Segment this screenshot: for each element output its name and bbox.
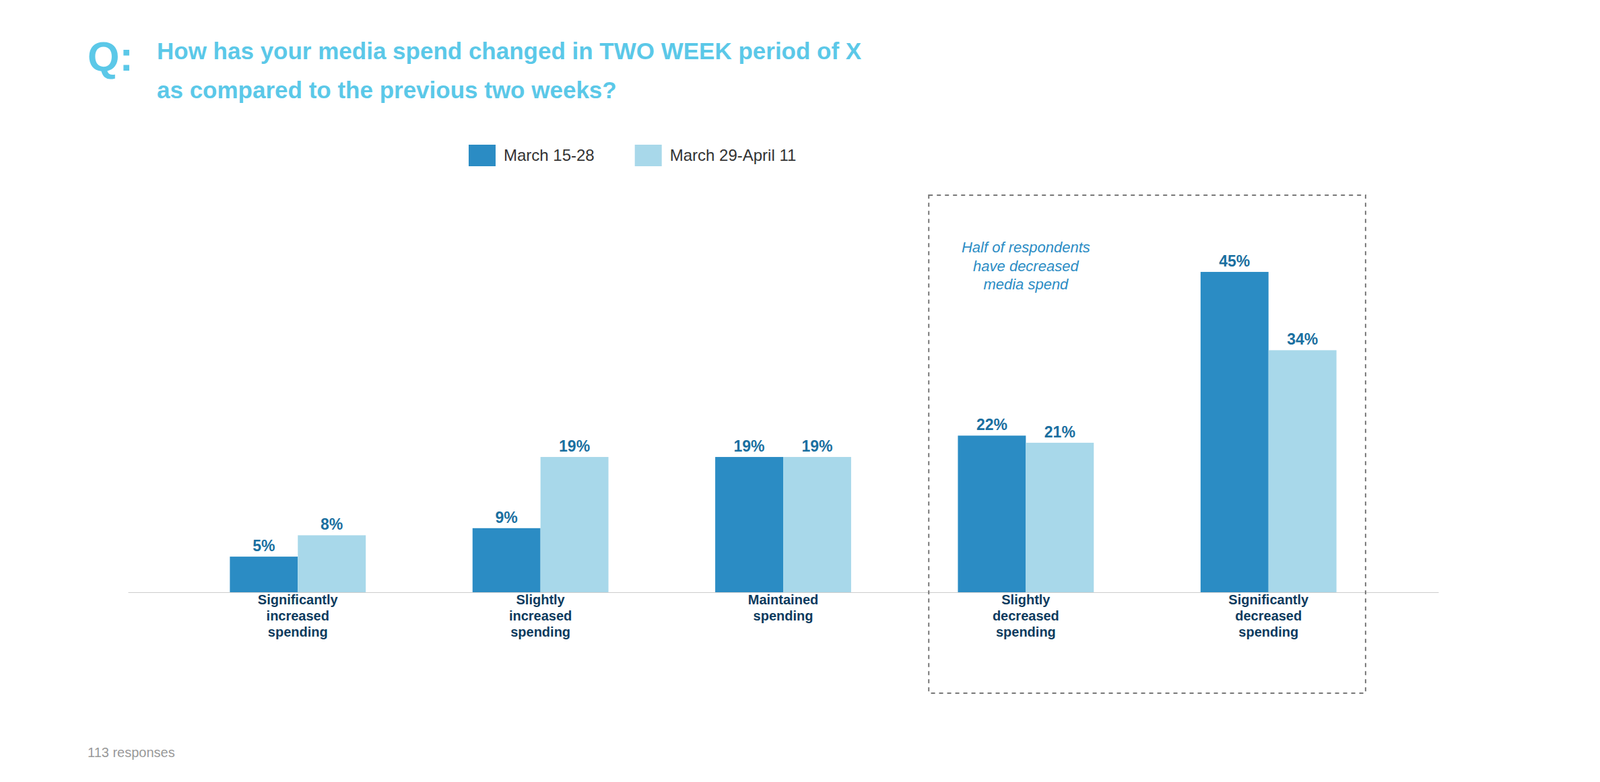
bar <box>472 528 541 593</box>
bar <box>1200 272 1269 593</box>
data-label: 34% <box>1286 330 1318 349</box>
bar <box>297 535 366 593</box>
annotation: Half of respondentshave decreasedmedia s… <box>961 239 1091 293</box>
x-tick-label-line: Slightly <box>516 592 566 608</box>
x-tick: Slightlydecreasedspending <box>992 592 1060 640</box>
legend-label: March 15-28 <box>503 146 595 165</box>
annotation-line: have decreased <box>973 257 1079 275</box>
x-tick: Significantlyincreasedspending <box>257 592 339 640</box>
title: How has your media spend changed in TWO … <box>156 37 862 104</box>
x-tick-label: Significantlyincreasedspending <box>257 592 339 640</box>
x-tick-label: Slightlydecreasedspending <box>992 592 1060 640</box>
bars <box>229 272 1337 593</box>
legend-label: March 29-April 11 <box>670 146 797 165</box>
data-label: 8% <box>320 515 343 534</box>
data-labels: 5% 9% 19% 22% 45% 8% 19% 19% 21% 34% <box>252 252 1318 555</box>
bar <box>540 457 609 593</box>
x-tick-label-line: spending <box>268 624 328 640</box>
x-tick-label-line: increased <box>509 608 572 624</box>
legend-swatch <box>635 144 662 167</box>
bar <box>715 457 784 593</box>
x-tick-label-line: spending <box>1238 624 1299 640</box>
legend-item: March 29-April 11 <box>635 144 797 167</box>
bar <box>783 457 852 593</box>
x-axis: SignificantlyincreasedspendingSlightlyin… <box>128 592 1440 640</box>
x-tick-label-line: Slightly <box>1001 592 1051 608</box>
x-tick-label-line: decreased <box>992 608 1060 624</box>
footnote: 113 responses <box>87 745 176 761</box>
title-icon: Q: <box>87 33 134 80</box>
chart: Q: How has your media spend changed in TW… <box>0 0 1600 782</box>
data-label: 19% <box>801 437 833 456</box>
data-label: 19% <box>734 437 765 456</box>
x-tick: Maintainedspending <box>748 592 819 624</box>
x-tick-label: Maintainedspending <box>748 592 819 624</box>
legend: March 15-28 March 29-April 11 <box>468 144 796 167</box>
x-tick-label-line: spending <box>510 624 571 640</box>
legend-swatch <box>468 144 496 167</box>
x-tick-label-line: spending <box>995 624 1056 640</box>
bar <box>957 435 1026 593</box>
x-tick-label-line: increased <box>266 608 330 624</box>
annotation-line: Half of respondents <box>961 239 1091 256</box>
legend-item: March 15-28 <box>468 144 595 167</box>
data-label: 21% <box>1044 423 1076 442</box>
highlight-box <box>928 195 1366 694</box>
x-tick-label-line: Significantly <box>1228 592 1310 608</box>
title-line: as compared to the previous two weeks? <box>156 76 617 104</box>
annotation-line: media spend <box>983 276 1069 293</box>
x-tick: Slightlyincreasedspending <box>509 592 572 640</box>
x-tick-label-line: spending <box>753 608 814 624</box>
x-tick-label-line: Significantly <box>257 592 339 608</box>
x-tick-label-line: Maintained <box>748 592 819 608</box>
data-label: 45% <box>1218 252 1250 271</box>
data-label: 5% <box>252 537 275 555</box>
bar <box>1025 443 1094 593</box>
data-label: 19% <box>558 437 590 456</box>
data-label: 9% <box>495 509 518 527</box>
data-label: 22% <box>976 416 1008 434</box>
bar <box>1268 350 1337 593</box>
x-tick: Significantlydecreasedspending <box>1228 592 1310 640</box>
x-tick-label: Significantlydecreasedspending <box>1228 592 1310 640</box>
x-tick-label-line: decreased <box>1235 608 1302 624</box>
x-tick-label: Slightlyincreasedspending <box>509 592 572 640</box>
bar <box>229 556 298 593</box>
title-line: How has your media spend changed in TWO … <box>156 37 862 64</box>
